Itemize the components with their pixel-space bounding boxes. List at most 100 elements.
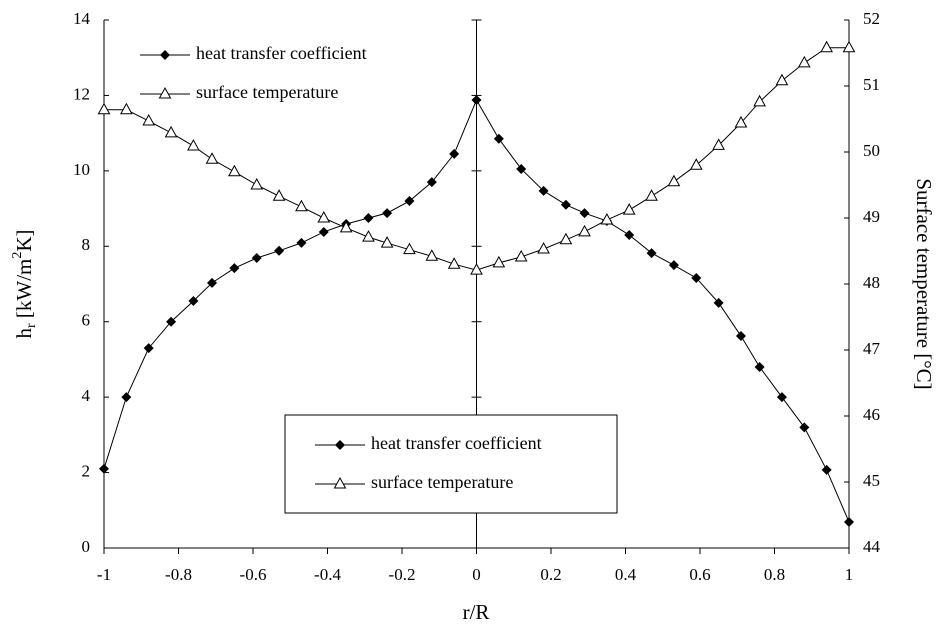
triangle-marker xyxy=(734,115,748,128)
y-tick-label: 10 xyxy=(73,160,90,179)
x-tick-label: 0.4 xyxy=(615,565,637,584)
x-tick-label: -0.8 xyxy=(165,565,192,584)
legend-label: heat transfer coefficient xyxy=(371,433,542,453)
y-label-part: h xyxy=(12,328,36,339)
triangle-marker xyxy=(492,255,506,268)
triangle-marker xyxy=(578,224,591,237)
triangle-marker xyxy=(142,113,156,126)
triangle-marker xyxy=(339,220,353,233)
diamond-marker xyxy=(754,361,765,372)
y-label-part: r xyxy=(24,323,39,328)
legend-label: surface temperature xyxy=(196,82,338,102)
triangle-marker xyxy=(187,139,200,151)
y-tick-label: 14 xyxy=(73,9,91,28)
diamond-marker xyxy=(318,226,329,237)
y2-tick-label: 47 xyxy=(863,339,881,358)
x-tick-label: 0.2 xyxy=(540,565,561,584)
diamond-marker xyxy=(668,260,679,271)
x-tick-label: 1 xyxy=(845,565,854,584)
triangle-marker xyxy=(600,212,614,225)
x-tick-label: -0.4 xyxy=(314,565,341,584)
x-tick-label: -0.2 xyxy=(389,565,416,584)
diamond-marker xyxy=(776,392,787,403)
diamond-marker xyxy=(188,295,199,306)
y-label-part: 2 xyxy=(10,252,25,259)
triangle-marker xyxy=(447,257,461,269)
diamond-marker xyxy=(404,196,415,207)
triangle-marker xyxy=(559,232,573,245)
diamond-marker xyxy=(274,245,285,256)
y2-tick-label: 45 xyxy=(863,471,880,490)
triangle-marker xyxy=(158,86,172,99)
x-tick-label: -0.6 xyxy=(240,565,267,584)
triangle-marker xyxy=(362,230,375,242)
triangle-marker xyxy=(689,158,703,170)
diamond-marker xyxy=(335,440,345,450)
triangle-marker xyxy=(622,203,636,215)
triangle-marker xyxy=(514,249,528,262)
x-tick-label: 0 xyxy=(472,565,481,584)
diamond-marker xyxy=(449,148,460,159)
triangle-marker xyxy=(667,174,681,187)
x-tick-label: 0.6 xyxy=(689,565,710,584)
y-tick-label: 0 xyxy=(82,537,91,556)
triangle-marker xyxy=(753,94,766,107)
diamond-marker xyxy=(99,463,109,474)
triangle-marker xyxy=(842,40,856,53)
diamond-marker xyxy=(207,277,218,288)
y-axis-label: hr [kW/m2K] xyxy=(10,229,39,338)
diamond-marker xyxy=(160,50,170,60)
diamond-marker xyxy=(713,297,724,308)
triangle-marker xyxy=(537,241,550,254)
x-tick-label: 0.8 xyxy=(764,565,785,584)
triangle-marker xyxy=(425,249,439,261)
diamond-marker xyxy=(538,185,549,196)
triangle-marker xyxy=(317,210,331,223)
diamond-marker xyxy=(646,248,657,259)
y-label-part: K] xyxy=(12,229,36,251)
triangle-marker xyxy=(272,189,286,201)
y2-tick-label: 49 xyxy=(863,207,880,226)
triangle-marker xyxy=(97,102,111,115)
diamond-marker xyxy=(296,237,307,248)
triangle-marker xyxy=(250,177,264,190)
y-tick-label: 2 xyxy=(82,461,91,480)
triangle-marker xyxy=(645,189,658,201)
diamond-marker xyxy=(121,392,132,403)
y-tick-label: 4 xyxy=(82,386,91,405)
legend-label: surface temperature xyxy=(371,472,513,492)
diamond-marker xyxy=(166,316,177,327)
diamond-marker xyxy=(799,422,810,433)
diamond-marker xyxy=(560,199,571,210)
diamond-marker xyxy=(229,263,240,274)
diamond-marker xyxy=(251,252,262,263)
triangle-marker xyxy=(164,125,178,138)
y-label-part: [kW/m xyxy=(12,259,36,324)
y-tick-label: 6 xyxy=(82,311,91,330)
diamond-marker xyxy=(844,516,854,527)
y-tick-label: 12 xyxy=(73,84,90,103)
diamond-marker xyxy=(363,213,374,223)
triangle-marker xyxy=(403,242,416,255)
diamond-marker xyxy=(579,208,590,219)
y-tick-label: 8 xyxy=(82,235,91,254)
triangle-marker xyxy=(205,152,219,164)
diamond-marker xyxy=(382,208,393,219)
triangle-marker xyxy=(820,40,833,53)
triangle-marker xyxy=(120,102,133,115)
diamond-marker xyxy=(516,163,527,174)
triangle-marker xyxy=(712,138,725,150)
triangle-marker xyxy=(775,73,789,86)
legend-box xyxy=(284,414,618,514)
y2-tick-label: 46 xyxy=(863,405,880,424)
x-tick-label: -1 xyxy=(97,565,111,584)
legend-label: heat transfer coefficient xyxy=(196,43,367,63)
y2-tick-label: 44 xyxy=(863,537,881,556)
triangle-marker xyxy=(470,263,483,275)
triangle-marker xyxy=(380,236,394,248)
diamond-marker xyxy=(493,133,504,144)
y2-tick-label: 52 xyxy=(863,9,880,28)
diamond-marker xyxy=(426,177,437,188)
